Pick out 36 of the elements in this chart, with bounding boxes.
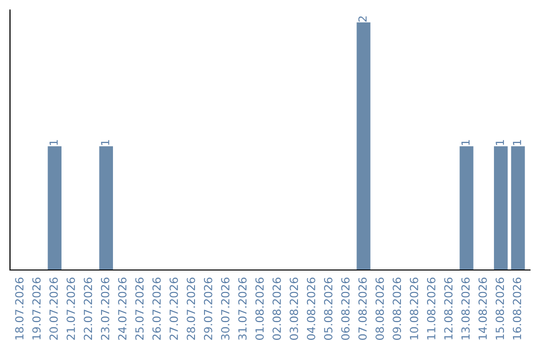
- x-tick-label: 19.07.2026: [32, 278, 41, 340]
- x-tick-label: 10.08.2026: [410, 278, 418, 340]
- data-label: 1: [496, 140, 504, 145]
- x-tick-label: 28.07.2026: [186, 278, 196, 340]
- x-tick-label: 01.08.2026: [255, 278, 264, 340]
- x-tick-label: 03.08.2026: [290, 278, 298, 340]
- x-tick-label: 11.08.2026: [427, 278, 436, 340]
- x-tick-label: 18.07.2026: [15, 278, 24, 340]
- data-label: 2: [358, 16, 367, 22]
- x-tick-label: 08.08.2026: [376, 278, 384, 340]
- x-tick-label: 23.07.2026: [100, 278, 110, 340]
- x-tick-label: 09.08.2026: [392, 278, 402, 340]
- x-tick-label: 14.08.2026: [478, 278, 487, 340]
- x-tick-label: 04.08.2026: [306, 278, 316, 340]
- x-tick-label: 26.07.2026: [152, 278, 161, 340]
- x-tick-label: 16.08.2026: [512, 278, 522, 340]
- x-tick-label: 06.08.2026: [341, 278, 350, 340]
- x-tick-label: 25.07.2026: [135, 278, 144, 340]
- x-tick-label: 22.07.2026: [84, 278, 92, 340]
- data-label: 1: [101, 140, 110, 145]
- x-tick-label: 21.07.2026: [66, 278, 76, 340]
- x-tick-label: 30.07.2026: [221, 278, 230, 340]
- x-tick-label: 24.07.2026: [118, 278, 126, 340]
- x-tick-label: 02.08.2026: [272, 278, 281, 340]
- x-tick-label: 29.07.2026: [204, 278, 212, 340]
- x-tick-label: 15.08.2026: [496, 278, 504, 340]
- x-tick-label: 13.08.2026: [461, 278, 470, 340]
- x-tick-label: 27.07.2026: [170, 278, 178, 340]
- x-tick-label: 31.07.2026: [238, 278, 247, 340]
- x-tick-label: 05.08.2026: [324, 278, 332, 340]
- x-tick-label: 12.08.2026: [444, 278, 453, 340]
- x-tick-label: 20.07.2026: [49, 278, 58, 340]
- data-label: 1: [512, 140, 522, 145]
- data-label: 1: [50, 140, 58, 145]
- x-tick-label: 07.08.2026: [358, 278, 367, 340]
- data-label: 1: [461, 140, 470, 145]
